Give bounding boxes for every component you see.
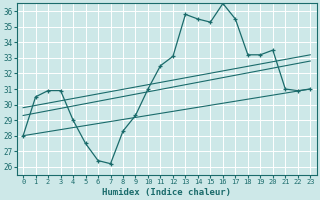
X-axis label: Humidex (Indice chaleur): Humidex (Indice chaleur) — [102, 188, 231, 197]
